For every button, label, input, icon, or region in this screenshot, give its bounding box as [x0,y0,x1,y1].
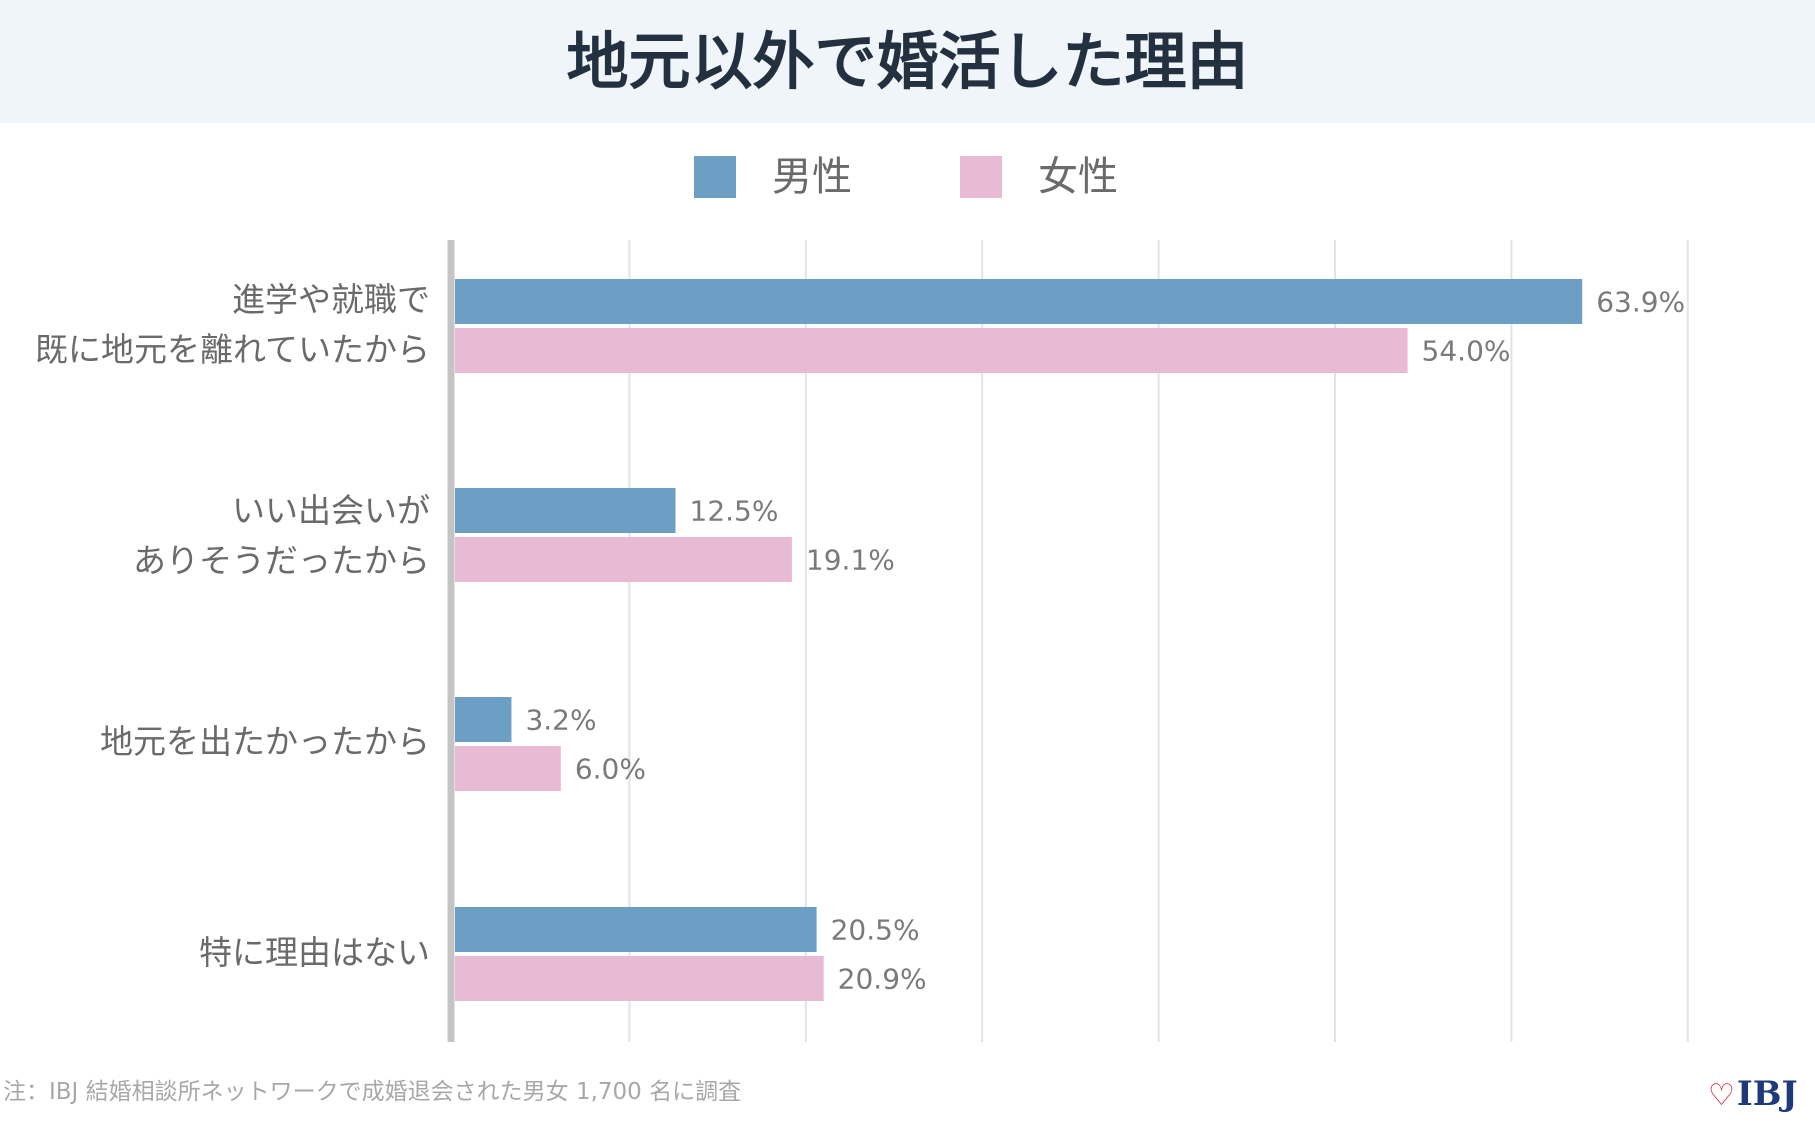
value-label-series-1-cat-1: 19.1% [806,544,895,577]
bar-series-1-cat-1 [455,537,792,582]
category-label-0: 進学や就職で 既に地元を離れていたから [0,275,430,375]
bar-series-0-cat-2 [455,697,512,742]
bar-series-1-cat-3 [455,956,824,1001]
chart-title: 地元以外で婚活した理由 [566,25,1249,98]
bar-series-0-cat-3 [455,907,817,952]
category-label-3-line-0: 特に理由はない [199,933,430,972]
category-label-0-line-0: 進学や就職で [232,280,430,319]
bar-series-1-cat-2 [455,746,561,791]
value-label-series-0-cat-0: 63.9% [1596,286,1685,319]
category-label-0-line-1: 既に地元を離れていたから [34,330,430,369]
title-band [0,0,1815,123]
category-label-2: 地元を出たかったから [0,717,430,767]
legend-swatch-male [694,156,736,198]
category-label-1-line-1: ありそうだったから [133,541,430,580]
value-label-series-1-cat-3: 20.9% [838,963,927,996]
value-label-series-0-cat-2: 3.2% [525,704,596,737]
value-label-series-1-cat-0: 54.0% [1422,335,1511,368]
value-label-series-0-cat-3: 20.5% [831,914,920,947]
category-label-1-line-0: いい出会いが [232,491,430,530]
ibj-logo: ♡IBJ [1708,1074,1798,1114]
legend-label-female: 女性 [1038,154,1118,200]
legend-swatch-female [960,156,1002,198]
bar-series-0-cat-1 [455,488,676,533]
logo-text: IBJ [1736,1074,1798,1114]
category-label-2-line-0: 地元を出たかったから [100,722,430,761]
footnote: 注：IBJ 結婚相談所ネットワークで成婚退会された男女 1,700 名に調査 [3,1079,742,1105]
category-label-3: 特に理由はない [0,928,430,978]
legend-label-male: 男性 [772,154,852,200]
heart-icon: ♡ [1708,1078,1735,1113]
category-label-1: いい出会いが ありそうだったから [0,486,430,586]
value-label-series-0-cat-1: 12.5% [690,495,779,528]
bar-series-0-cat-0 [455,279,1583,324]
value-label-series-1-cat-2: 6.0% [575,753,646,786]
bar-series-1-cat-0 [455,328,1408,373]
